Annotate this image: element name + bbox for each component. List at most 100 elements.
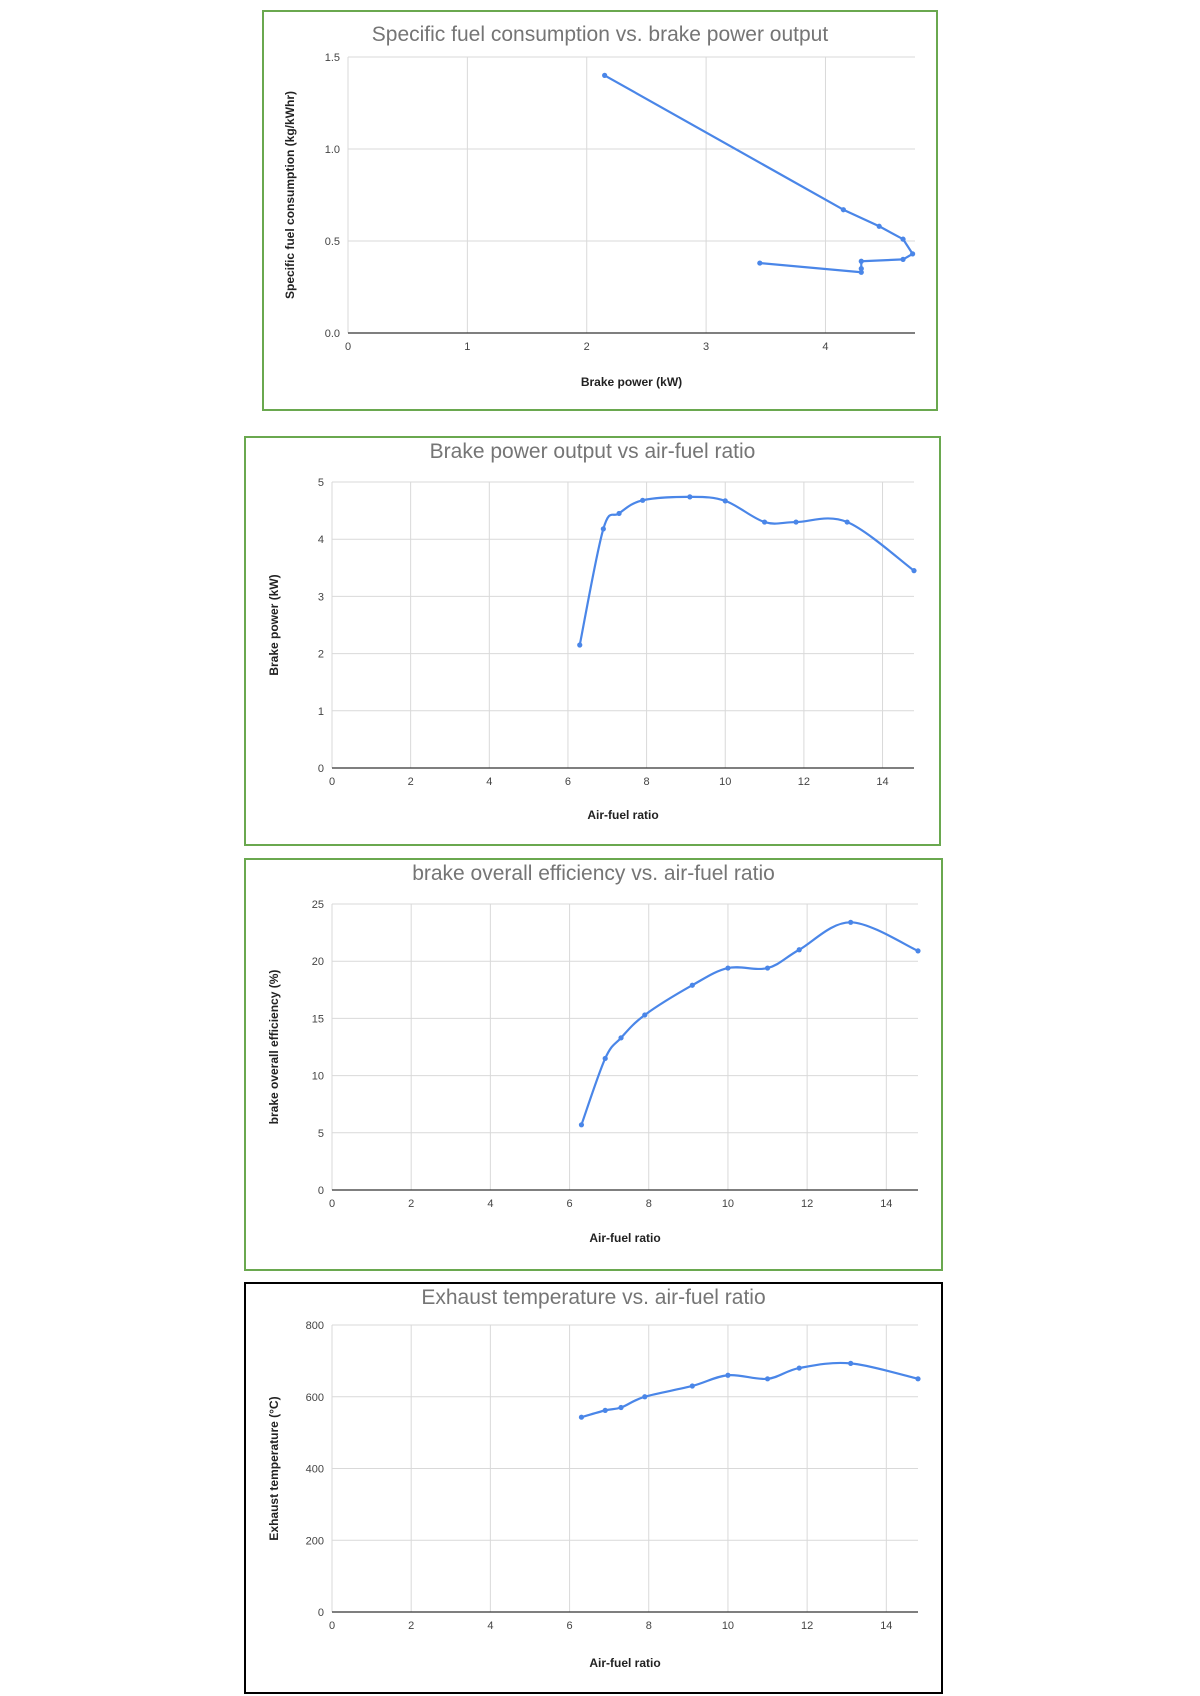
chart-title: Exhaust temperature vs. air-fuel ratio [421,1286,765,1309]
x-tick-label: 14 [876,776,888,788]
data-point [618,1404,624,1411]
series-line [603,74,914,274]
y-tick-label: 0.0 [325,328,340,340]
data-point [640,497,646,503]
data-point [616,510,622,517]
data-point [764,965,771,971]
x-tick-label: 3 [703,341,709,353]
y-tick-label: 20 [312,956,324,968]
x-tick-label: 2 [408,776,414,788]
data-point [642,1012,648,1018]
data-point [796,947,802,953]
y-tick-label: 1 [318,706,324,718]
x-tick-label: 2 [408,1198,414,1210]
series-line [580,921,920,1126]
data-point [577,642,583,648]
y-tick-label: 3 [318,591,324,603]
data-point [793,519,799,525]
data-point [848,1360,854,1366]
data-point [848,919,854,925]
y-tick-label: 0 [318,1185,324,1197]
y-tick-label: 1.5 [325,52,340,64]
data-point [689,1383,695,1389]
x-tick-label: 12 [801,1198,813,1210]
data-point [618,1035,624,1041]
y-tick-label: 0 [318,1607,324,1619]
data-point [911,568,917,574]
x-tick-label: 6 [567,1620,573,1632]
x-tick-label: 8 [644,776,650,788]
x-tick-label: 0 [329,1620,335,1632]
x-tick-label: 10 [719,776,731,788]
x-tick-label: 12 [798,776,810,788]
y-axis-label: Exhaust temperature (°C) [267,1396,281,1540]
data-point [900,236,906,242]
data-point [602,1407,608,1413]
y-tick-label: 10 [312,1071,324,1083]
chart-panel-brake-power: Brake power output vs air-fuel ratio 0 1 2 3… [244,436,941,846]
x-tick-label: 12 [801,1620,813,1632]
y-tick-label: 0 [318,763,324,775]
y-tick-label: 600 [306,1392,324,1404]
x-tick-label: 0 [329,776,335,788]
x-tick-label: 4 [487,1198,493,1210]
data-point [687,494,693,500]
data-point [858,266,864,272]
x-tick-label: 2 [584,341,590,353]
chart-title: Specific fuel consumption vs. brake powe… [372,23,829,46]
y-tick-label: 400 [306,1464,324,1476]
chart-title: Brake power output vs air-fuel ratio [430,440,756,463]
x-tick-label: 0 [345,341,351,353]
brake-power-vs-afr-chart: Brake power output vs air-fuel ratio0123… [267,440,917,822]
y-tick-label: 5 [318,477,324,489]
data-point [602,72,608,78]
data-point [642,1394,648,1400]
data-point [844,519,850,525]
chart-panel-sfc: Specific fuel consumption vs. brake powe… [262,10,938,411]
y-tick-label: 5 [318,1128,324,1140]
y-tick-label: 800 [306,1320,324,1332]
x-tick-label: 4 [486,776,492,788]
data-point [689,982,695,988]
x-axis-label: Brake power (kW) [581,375,682,389]
y-tick-label: 0.5 [325,236,340,248]
y-axis-label: Specific fuel consumption (kg/kWhr) [283,91,297,299]
data-point [876,223,882,229]
data-point [796,1365,802,1371]
x-tick-label: 1 [464,341,470,353]
data-point [900,256,906,262]
y-tick-label: 4 [318,534,324,546]
data-point [915,1376,921,1382]
x-axis-label: Air-fuel ratio [589,1231,660,1245]
exhaust-temp-vs-afr-chart: Exhaust temperature vs. air-fuel ratio 0 2… [267,1286,921,1670]
x-tick-label: 4 [487,1620,493,1632]
x-tick-label: 10 [722,1198,734,1210]
x-tick-label: 0 [329,1198,335,1210]
y-tick-label: 25 [312,899,324,911]
series-line [580,1361,920,1419]
data-point [725,1372,731,1378]
data-point [722,498,728,504]
data-point [761,519,768,525]
x-tick-label: 6 [565,776,571,788]
data-point [578,1122,585,1128]
data-point [600,526,606,532]
y-tick-label: 200 [306,1535,324,1547]
data-point [725,965,731,971]
data-point [915,948,921,954]
x-tick-label: 10 [722,1620,734,1632]
x-tick-label: 2 [408,1620,414,1632]
x-axis-label: Air-fuel ratio [587,808,658,822]
y-tick-label: 1.0 [325,144,340,156]
chart-title: brake overall efficiency vs. air-fuel ra… [412,862,775,885]
y-tick-label: 2 [318,649,324,661]
data-point [858,269,864,275]
y-axis-label: brake overall efficiency (%) [267,970,281,1125]
sfc-vs-brake-power-chart: Specific fuel consumption vs. brake powe… [283,23,916,389]
x-tick-label: 14 [880,1620,892,1632]
efficiency-vs-afr-chart: brake overall efficiency vs. air-fuel ra… [267,862,921,1245]
data-point [764,1376,771,1382]
y-tick-label: 15 [312,1013,324,1025]
chart-panel-efficiency: brake overall efficiency vs. air-fuel ra… [244,858,943,1271]
chart-panel-exhaust: Exhaust temperature vs. air-fuel ratio 0 2… [244,1282,943,1694]
